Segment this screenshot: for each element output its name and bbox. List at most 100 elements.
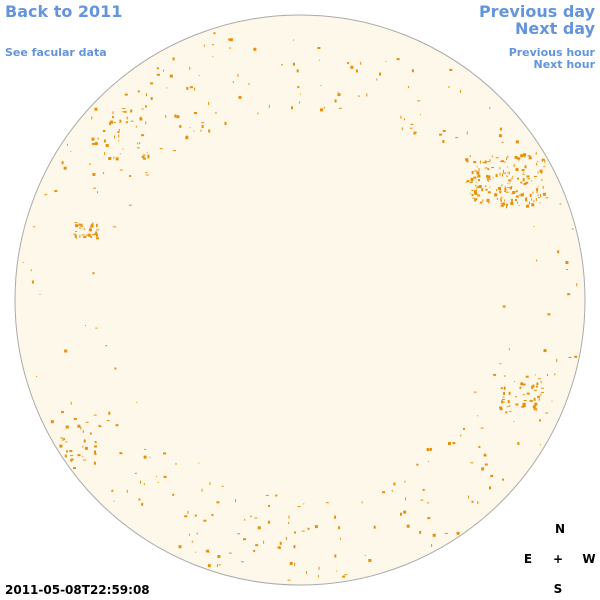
facula — [474, 198, 478, 201]
facula — [103, 130, 106, 132]
facula — [503, 169, 504, 173]
facula — [89, 227, 91, 229]
facula — [522, 394, 525, 396]
facula — [93, 187, 97, 189]
back-link[interactable]: Back to 2011 — [5, 2, 123, 21]
facula — [337, 91, 339, 93]
facula — [538, 397, 540, 401]
facula — [221, 485, 224, 487]
facula — [136, 401, 138, 403]
facula — [247, 83, 250, 85]
facula — [172, 493, 175, 496]
facula — [533, 226, 535, 228]
facula — [502, 173, 503, 177]
next-day-link[interactable]: Next day — [515, 19, 595, 38]
facula — [124, 110, 127, 113]
facula — [525, 200, 528, 202]
facula — [539, 419, 541, 422]
facula — [137, 90, 140, 93]
facula — [146, 93, 147, 97]
facula — [528, 156, 532, 160]
facula — [320, 108, 323, 112]
facula — [39, 293, 41, 295]
facula — [189, 533, 190, 536]
facula — [547, 374, 548, 376]
facula — [411, 69, 414, 73]
facula — [477, 174, 481, 178]
facula — [478, 445, 481, 448]
facula — [104, 152, 106, 156]
facula — [294, 563, 296, 567]
facula — [229, 38, 233, 42]
previous-day-link[interactable]: Previous day — [478, 2, 595, 21]
facula — [537, 160, 539, 162]
facula — [477, 415, 479, 417]
facula — [73, 417, 77, 420]
facula — [428, 461, 430, 463]
facula — [65, 441, 68, 443]
facula — [163, 452, 167, 455]
facula — [112, 116, 114, 119]
facula — [476, 166, 478, 168]
next-hour-link[interactable]: Next hour — [533, 58, 596, 71]
facula — [511, 177, 514, 179]
facula — [419, 530, 422, 534]
compass-center: + — [552, 552, 564, 566]
facula — [507, 187, 511, 189]
facula — [439, 133, 443, 136]
facula — [294, 531, 296, 534]
facula — [293, 545, 296, 549]
facula — [431, 543, 433, 547]
facula — [523, 400, 527, 401]
facula — [470, 177, 474, 181]
facula — [547, 313, 551, 316]
facula — [257, 526, 261, 530]
facula — [523, 183, 527, 185]
facula — [344, 574, 348, 576]
facula — [400, 512, 402, 516]
facula — [503, 172, 507, 174]
facula — [83, 236, 87, 238]
facula — [124, 93, 128, 96]
facula — [460, 434, 462, 437]
facula — [108, 157, 112, 159]
facula — [508, 348, 510, 351]
facula — [527, 155, 531, 157]
facula — [91, 222, 94, 224]
facula — [228, 38, 232, 41]
facula — [500, 160, 504, 163]
facula — [475, 181, 477, 183]
facula — [165, 115, 167, 118]
facula — [429, 447, 432, 451]
facula — [91, 116, 93, 120]
previous-hour-link[interactable]: Previous hour — [508, 46, 595, 59]
facula — [557, 250, 560, 254]
facula — [509, 410, 512, 412]
facula — [520, 193, 524, 197]
facula — [194, 514, 197, 517]
facula — [103, 139, 106, 143]
facula — [518, 160, 520, 162]
facula — [91, 137, 95, 141]
facula — [73, 233, 77, 235]
facula — [138, 498, 141, 501]
facula — [355, 69, 358, 73]
facula — [515, 403, 519, 406]
facula — [513, 164, 515, 167]
facula — [96, 224, 97, 228]
facula — [208, 102, 210, 105]
facula — [516, 201, 518, 204]
facula — [483, 454, 487, 457]
facula — [83, 439, 86, 443]
facula — [169, 74, 173, 78]
facula — [401, 127, 403, 131]
facula — [82, 445, 84, 448]
facula — [463, 427, 465, 430]
facular-link[interactable]: See facular data — [5, 46, 107, 59]
facula — [94, 107, 98, 111]
facula — [541, 171, 543, 174]
facula — [94, 450, 96, 454]
facula — [511, 186, 513, 188]
facula — [65, 425, 69, 429]
